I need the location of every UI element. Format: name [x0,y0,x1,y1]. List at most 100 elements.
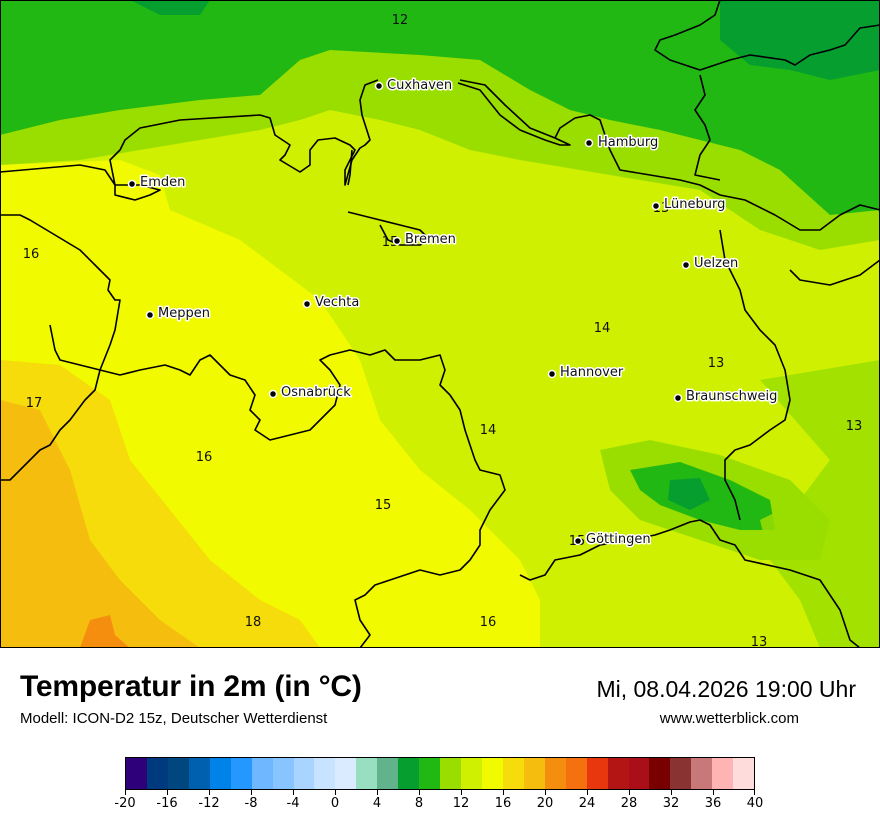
temp-value: 12 [392,13,409,28]
temp-zone-8 [130,0,880,80]
map-title: Temperatur in 2m (in °C) [20,670,362,703]
legend-tick-label: -20 [114,796,136,811]
legend-tick [293,790,294,795]
city-label: Lüneburg [664,197,725,212]
legend-swatch [502,758,524,789]
city-braunschweig[interactable]: Braunschweig [673,388,779,406]
legend-tick-label: 16 [494,796,512,811]
temp-value: 13 [708,356,725,371]
legend-swatch [733,758,755,789]
legend-swatch [272,758,294,789]
legend-tick-label: -16 [156,796,178,811]
legend-tick [587,790,588,795]
temp-value: 13 [751,635,768,648]
city-label: Bremen [405,232,456,247]
temperature-map: 12 13 15 16 14 13 17 14 13 16 15 15 18 1… [0,0,880,648]
legend-swatch [146,758,168,789]
legend-tick [251,790,252,795]
city-lueneburg[interactable]: Lüneburg [651,196,727,214]
legend-swatch [230,758,252,789]
temp-value: 15 [375,498,392,513]
temp-value: 16 [480,615,497,630]
city-emden[interactable]: Emden [127,174,187,192]
legend-swatch [481,758,503,789]
nl-border [0,214,121,481]
legend-swatch [377,758,399,789]
city-label: Vechta [315,295,359,310]
legend-tick [461,790,462,795]
city-label: Hannover [560,365,624,380]
city-dot-icon [374,81,384,91]
state-border-hesse [519,519,861,648]
legend-tick [629,790,630,795]
cities: Cuxhaven Hamburg Emden Lüneburg Bremen U… [127,77,779,549]
city-label: Göttingen [586,532,651,547]
city-cuxhaven[interactable]: Cuxhaven [374,77,454,95]
legend-tick [377,790,378,795]
city-dot-icon [392,236,402,246]
legend-swatch [691,758,713,789]
city-label: Emden [140,175,185,190]
legend-tick-label: 0 [330,796,340,811]
state-border-nrw [49,324,506,648]
temperature-values: 12 13 15 16 14 13 17 14 13 16 15 15 18 1… [23,13,863,648]
legend-tick [545,790,546,795]
temp-value: 14 [594,321,611,336]
state-border-sh [694,74,721,181]
legend-tick-label: 32 [662,796,680,811]
city-osnabrueck[interactable]: Osnabrück [268,384,353,402]
temp-zone-east [760,360,880,648]
legend-swatch [251,758,273,789]
city-goettingen[interactable]: Göttingen [573,531,652,549]
legend-tick-label: 40 [746,796,764,811]
legend-swatch [188,758,210,789]
legend-swatch [649,758,671,789]
legend-tick [754,790,755,795]
model-subtitle: Modell: ICON-D2 15z, Deutscher Wetterdie… [20,710,328,727]
city-label: Uelzen [694,256,738,271]
harz-coldest [668,478,710,510]
city-meppen[interactable]: Meppen [145,305,211,323]
city-hamburg[interactable]: Hamburg [584,134,660,152]
city-label: Hamburg [598,135,658,150]
temp-zone-22 [80,615,130,648]
city-hannover[interactable]: Hannover [547,364,625,382]
legend-swatch [440,758,461,789]
forecast-datetime: Mi, 08.04.2026 19:00 Uhr [596,676,856,702]
city-bremen[interactable]: Bremen [392,231,457,249]
legend-swatch [670,758,692,789]
legend-swatch [628,758,650,789]
legend-swatch [586,758,608,789]
city-label: Cuxhaven [387,78,452,93]
website-link[interactable]: www.wetterblick.com [659,710,799,727]
legend-tick-label: 36 [704,796,722,811]
legend-tick [419,790,420,795]
temp-value: 16 [23,247,40,262]
city-dot-icon [584,138,594,148]
city-dot-icon [651,201,661,211]
legend-tick-label: 24 [578,796,596,811]
city-uelzen[interactable]: Uelzen [681,255,740,273]
legend-swatch [126,758,147,789]
legend-tick-label: 4 [372,796,382,811]
temp-value: 13 [846,419,863,434]
legend-tick-label: -8 [244,796,258,811]
legend-ticks: -20 -16 -12 -8 -4 0 4 8 12 16 20 24 28 32 36 40 [114,790,763,820]
legend-swatch [607,758,629,789]
weser-estuary [347,149,353,186]
city-dot-icon [573,536,583,546]
legend-tick-label: -4 [286,796,300,811]
city-dot-icon [127,179,137,189]
legend-tick [209,790,210,795]
legend-swatch [356,758,378,789]
state-border-hamburg [554,114,880,231]
legend-tick [167,790,168,795]
legend-swatch [314,758,336,789]
city-vechta[interactable]: Vechta [302,294,361,312]
state-border-sa [789,259,880,286]
legend-tick [335,790,336,795]
legend-tick-label: 20 [536,796,554,811]
temp-value: 14 [480,423,497,438]
legend-tick-label: 8 [414,796,424,811]
legend-tick [671,790,672,795]
